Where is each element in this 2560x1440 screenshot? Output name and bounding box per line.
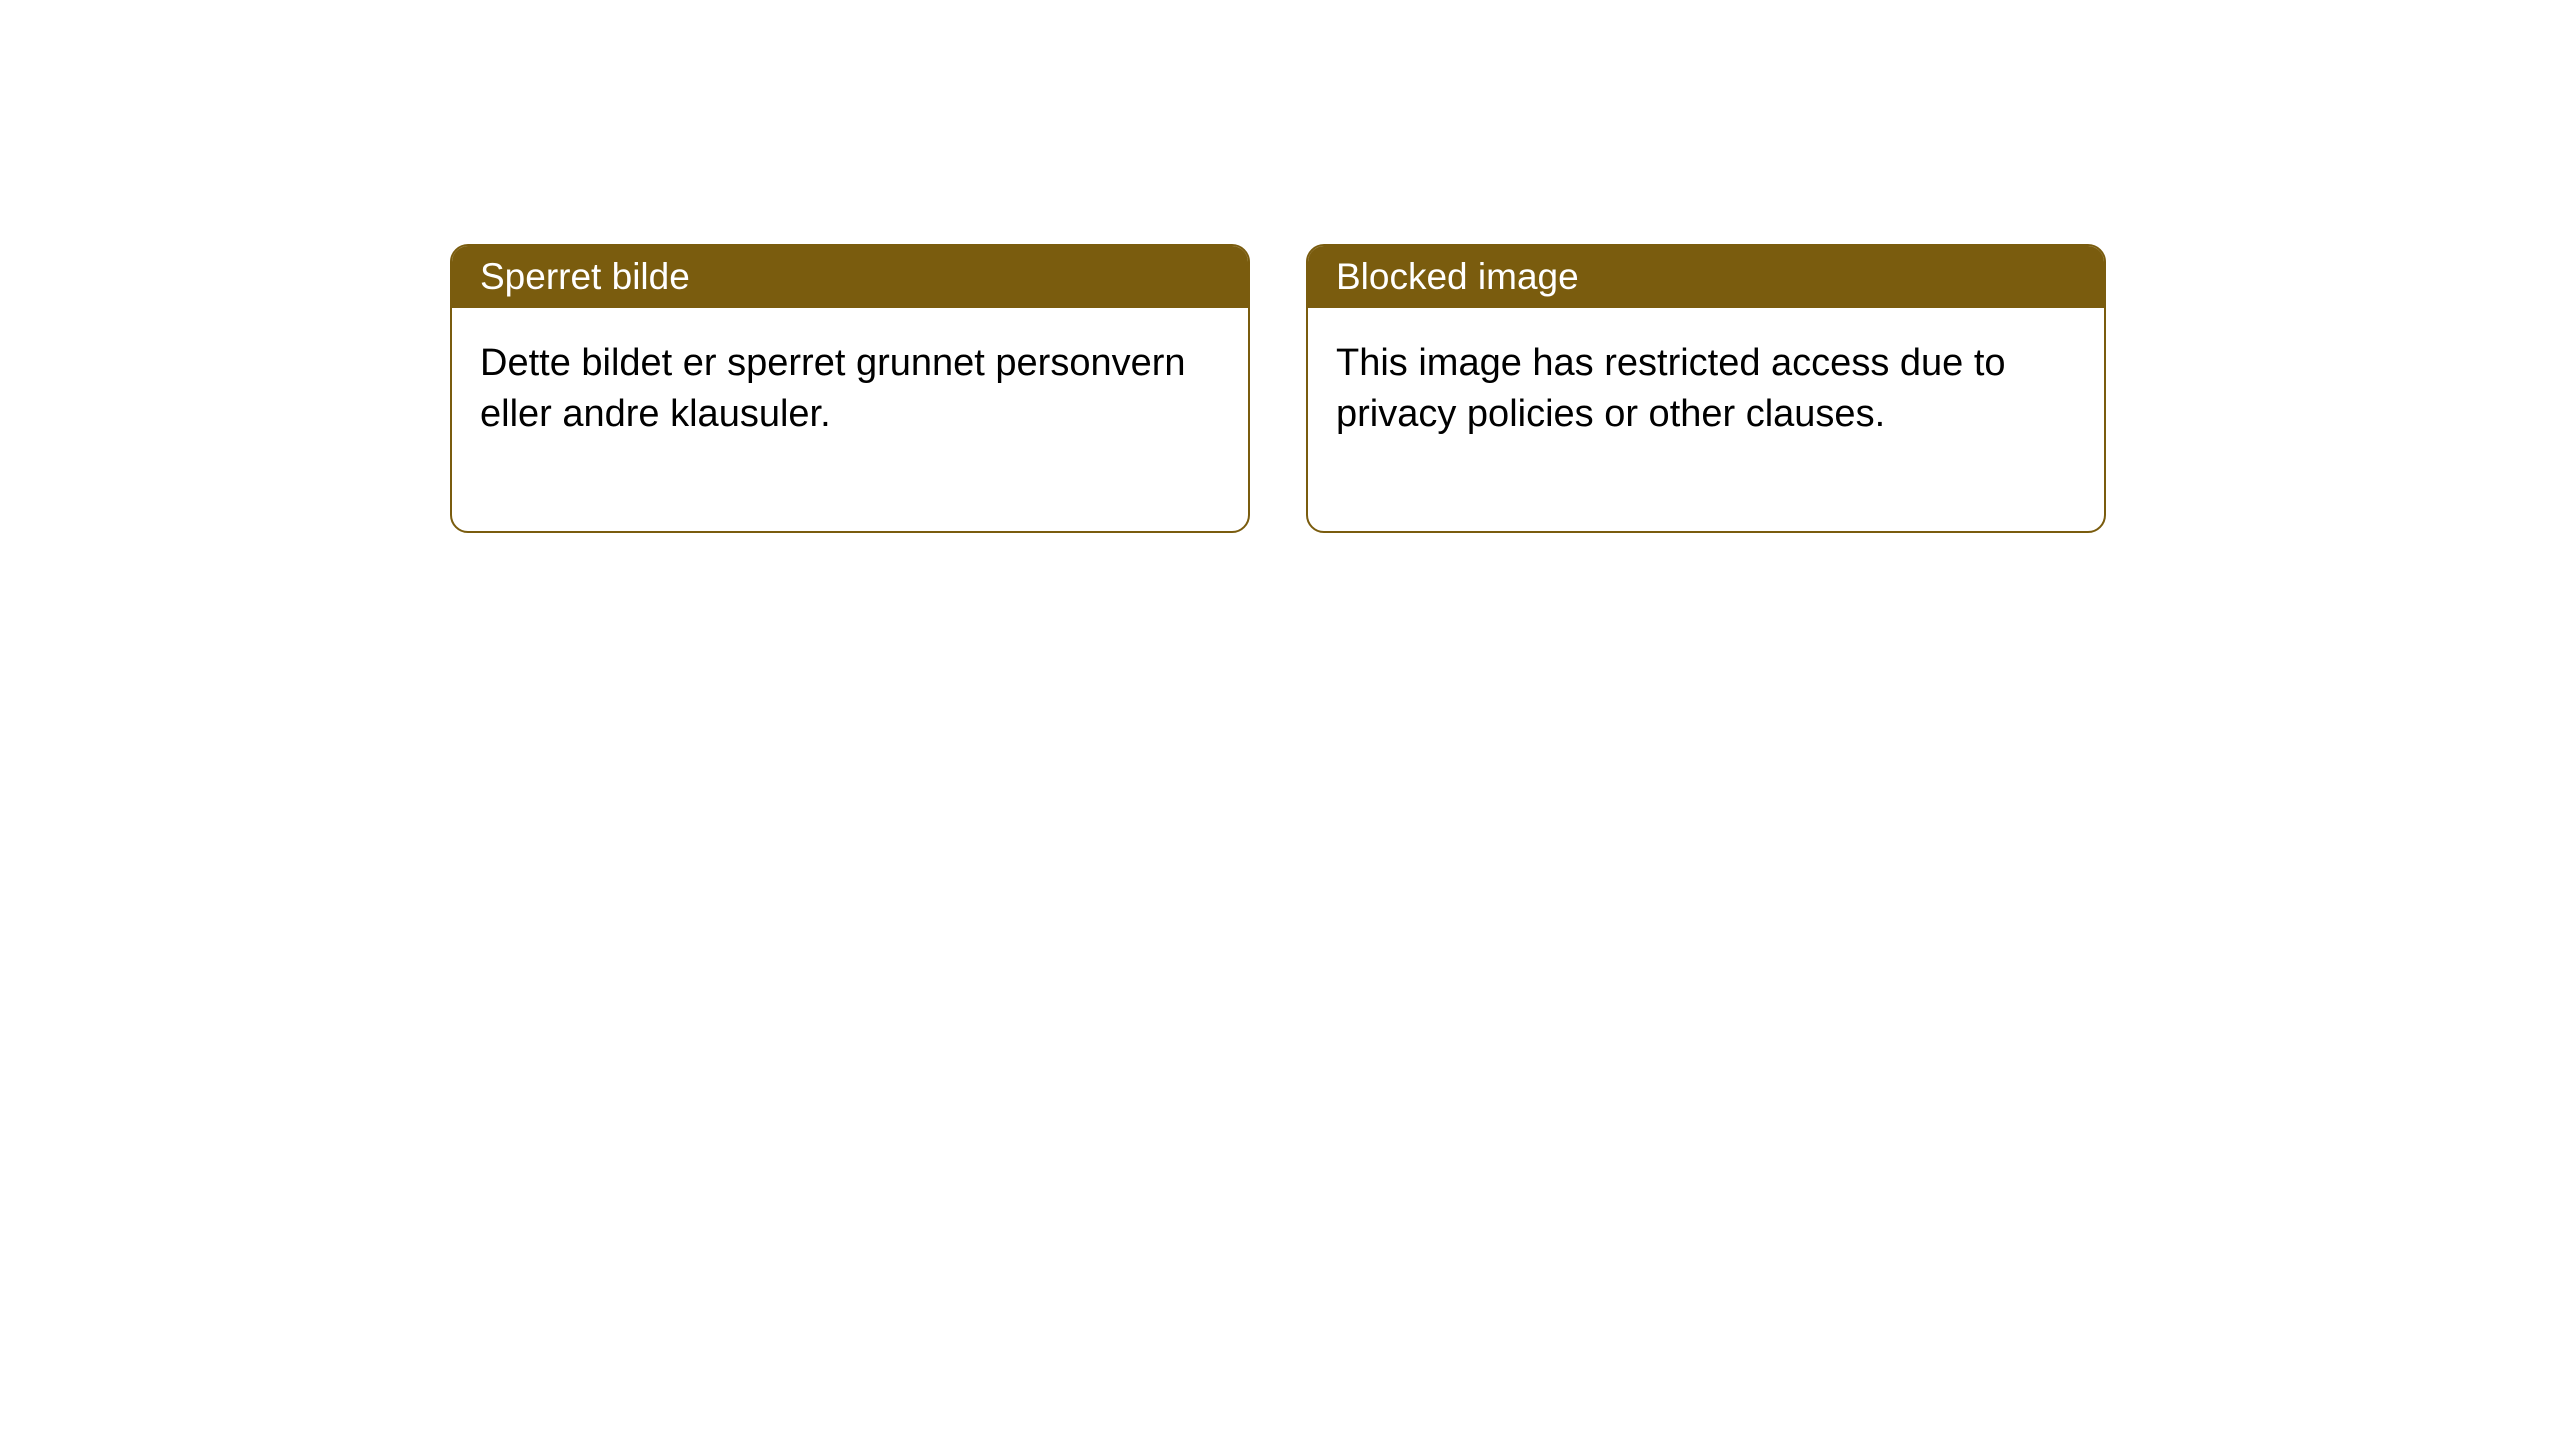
notice-card-norwegian: Sperret bilde Dette bildet er sperret gr… [450, 244, 1250, 533]
notice-container: Sperret bilde Dette bildet er sperret gr… [0, 0, 2560, 533]
notice-body: This image has restricted access due to … [1308, 308, 2104, 531]
notice-body: Dette bildet er sperret grunnet personve… [452, 308, 1248, 531]
notice-header: Blocked image [1308, 246, 2104, 308]
notice-card-english: Blocked image This image has restricted … [1306, 244, 2106, 533]
notice-header: Sperret bilde [452, 246, 1248, 308]
